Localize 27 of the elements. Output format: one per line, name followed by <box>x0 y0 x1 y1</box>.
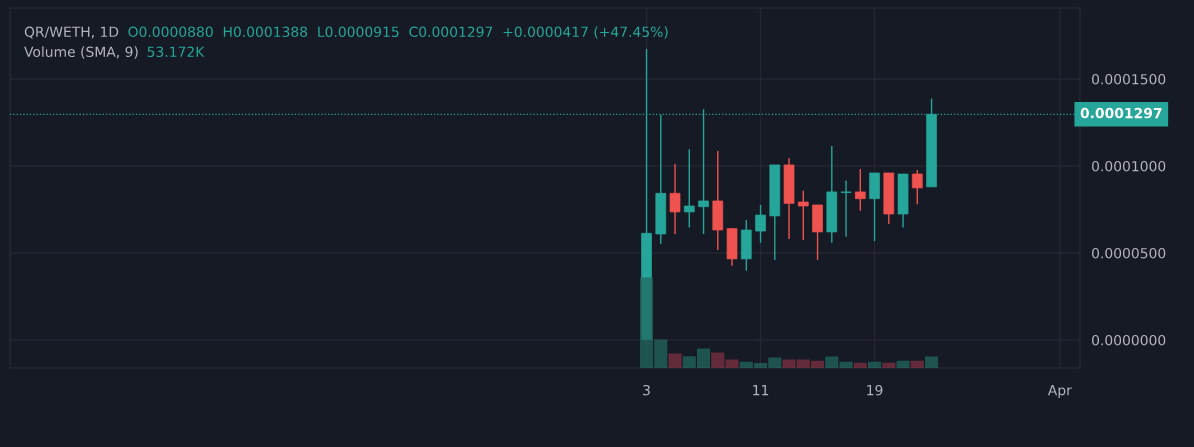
candlestick <box>683 148 695 229</box>
bar <box>910 360 924 368</box>
text: O0.0000880 H0.0001388 L0.0000915 C0.0001297 +0.0000417 (+47.45%) <box>128 26 668 39</box>
x-tick-label: 3 <box>643 384 650 396</box>
candlestick <box>854 168 866 212</box>
bar <box>853 362 867 368</box>
y-tick-label: 0.0001500 <box>1092 73 1166 85</box>
y-tick-label: 0.0001000 <box>1092 160 1166 172</box>
bar <box>882 362 896 368</box>
y-tick-label: 0.0000000 <box>1092 334 1166 346</box>
candlestick <box>797 190 809 241</box>
bar <box>668 353 682 368</box>
bar <box>925 356 939 368</box>
ref-line-label: 0.0001297 <box>1080 107 1162 119</box>
candlestick <box>755 204 766 244</box>
annotation: 53.172K <box>147 46 205 58</box>
candlestick <box>911 169 923 205</box>
x-tick-label: 11 <box>753 385 769 396</box>
annotation: Volume (SMA, 9) <box>24 46 138 59</box>
x-tick-label: 19 <box>867 384 883 396</box>
bar <box>868 361 882 368</box>
y-tick-label: 0.0000500 <box>1092 247 1166 259</box>
bar <box>896 360 910 368</box>
text: QR/WETH, 1D <box>24 26 119 39</box>
x-tick-label: Apr <box>1047 385 1072 399</box>
candlestick <box>840 179 852 238</box>
candlestick <box>669 163 681 235</box>
